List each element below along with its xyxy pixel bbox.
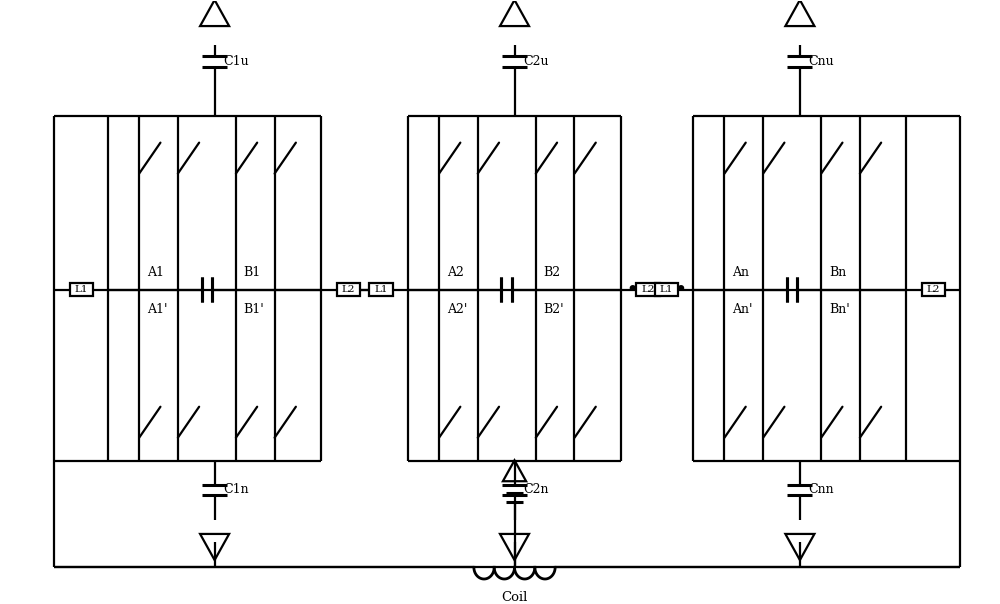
Text: B2: B2 (544, 266, 561, 279)
Text: A1: A1 (147, 266, 164, 279)
Text: Cnn: Cnn (809, 483, 834, 496)
Text: Bn: Bn (829, 266, 846, 279)
Text: C2u: C2u (523, 55, 549, 68)
Text: L1: L1 (374, 285, 388, 294)
Text: C1u: C1u (223, 55, 249, 68)
Text: •  •  •: • • • (627, 281, 687, 298)
Text: A2: A2 (447, 266, 464, 279)
Bar (337, 283, 360, 297)
Text: L2: L2 (641, 285, 655, 294)
Text: A1': A1' (147, 303, 167, 315)
Bar (369, 283, 393, 297)
Text: A2': A2' (447, 303, 467, 315)
Text: An: An (732, 266, 749, 279)
Text: An': An' (732, 303, 753, 315)
Text: Bn': Bn' (829, 303, 850, 315)
Bar (636, 283, 660, 297)
Text: Coil: Coil (501, 591, 528, 603)
Bar (70, 283, 93, 297)
Bar (655, 283, 678, 297)
Bar (922, 283, 945, 297)
Text: L1: L1 (660, 285, 673, 294)
Text: C2n: C2n (523, 483, 549, 496)
Text: L1: L1 (74, 285, 88, 294)
Text: B2': B2' (544, 303, 564, 315)
Text: L2: L2 (341, 285, 355, 294)
Text: L2: L2 (927, 285, 940, 294)
Text: C1n: C1n (223, 483, 249, 496)
Text: B1: B1 (244, 266, 261, 279)
Text: Cnu: Cnu (809, 55, 834, 68)
Text: B1': B1' (244, 303, 264, 315)
